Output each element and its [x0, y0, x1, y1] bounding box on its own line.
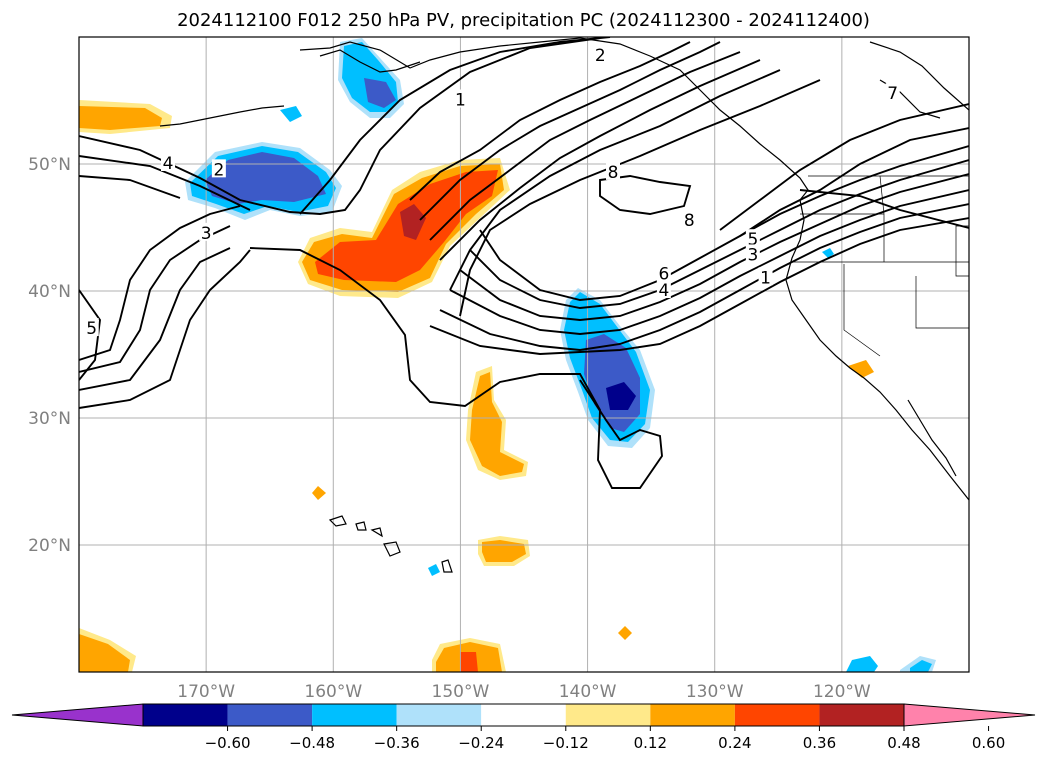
longitude-label: 120°W — [813, 682, 871, 702]
contour-label-background — [453, 89, 468, 108]
contour-label-background — [745, 229, 760, 248]
contour-label-background — [656, 263, 671, 282]
contour-label-background — [758, 267, 773, 286]
colorbar-extend-low — [11, 703, 144, 727]
contour-label: 3 — [201, 224, 212, 244]
colorbar-segment — [819, 704, 904, 726]
colorbar-tick-label: −0.36 — [374, 734, 420, 752]
longitude-label: 140°W — [559, 682, 617, 702]
colorbar-tick-label: 0.24 — [718, 734, 751, 752]
colorbar-segment — [565, 704, 651, 726]
contour-label: 4 — [658, 281, 669, 301]
contour-label-background — [199, 222, 214, 241]
longitude-label: 160°W — [304, 682, 362, 702]
map-title: 2024112100 F012 250 hPa PV, precipitatio… — [177, 10, 870, 31]
latitude-label: 40°N — [28, 282, 71, 302]
contour-label-background — [656, 280, 671, 298]
colorbar-tick-label: 0.48 — [887, 734, 920, 752]
contour-label-background — [84, 318, 99, 337]
colorbar-segment — [143, 704, 228, 726]
colorbar-segment — [312, 704, 397, 726]
contour-label: 4 — [163, 154, 174, 174]
longitude-label: 150°W — [432, 682, 490, 702]
contour-label: 7 — [887, 84, 898, 104]
contour-label: 1 — [760, 268, 771, 288]
colorbar-tick-label: −0.60 — [205, 734, 251, 752]
contour-label-background — [606, 161, 620, 180]
longitude-label: 130°W — [686, 682, 744, 702]
latitude-label: 20°N — [28, 536, 71, 556]
contour-label-background — [161, 153, 175, 171]
contour-label: 8 — [608, 163, 619, 183]
contour-label-background — [885, 83, 900, 102]
colorbar-frame — [142, 703, 905, 727]
contour-label-background — [211, 159, 226, 178]
colorbar-tick-label: 0.12 — [634, 734, 667, 752]
colorbar-tick-label: −0.12 — [543, 734, 589, 752]
contour-label: 1 — [455, 91, 466, 111]
map-background — [79, 37, 969, 672]
latitude-label: 30°N — [28, 409, 71, 429]
contour-label: 2 — [213, 160, 224, 180]
contour-label: 3 — [747, 245, 758, 265]
contour-label: 5 — [747, 230, 758, 250]
colorbar-tick-label: −0.24 — [458, 734, 504, 752]
colorbar-tick-label: 0.60 — [972, 734, 1005, 752]
contour-label: 6 — [658, 264, 669, 284]
contour-label: 2 — [595, 46, 606, 66]
contour-label-background — [745, 244, 760, 263]
colorbar-segment — [650, 704, 735, 726]
colorbar-segment — [734, 704, 820, 726]
latitude-label: 50°N — [28, 155, 71, 175]
pv-contours — [79, 37, 969, 489]
longitude-labels: 170°W 160°W 150°W 140°W 130°W 120°W — [177, 682, 871, 702]
colorbar-segment — [481, 704, 566, 726]
contour-label: 8 — [684, 211, 695, 231]
colorbar-segment — [396, 704, 482, 726]
colorbar-tick-label: −0.48 — [289, 734, 335, 752]
colorbar-extend-high — [903, 703, 1036, 727]
contour-label-background — [593, 45, 608, 64]
contour-label-background — [682, 210, 697, 229]
colorbar: −0.60 −0.48 −0.36 −0.24 −0.12 0.12 0.24 0.36 0.4… — [11, 703, 1036, 752]
contour-label: 5 — [86, 319, 97, 339]
precip-shading — [79, 38, 936, 672]
latitude-labels: 50°N 40°N 30°N 20°N — [28, 155, 71, 556]
map-frame — [78, 36, 970, 673]
colorbar-segment — [227, 704, 313, 726]
longitude-label: 170°W — [177, 682, 235, 702]
colorbar-tick-label: 0.36 — [803, 734, 836, 752]
